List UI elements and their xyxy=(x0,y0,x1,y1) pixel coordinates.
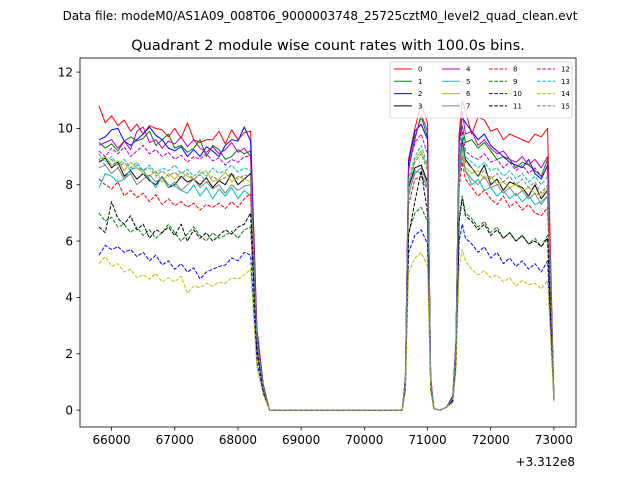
x-axis: 66000 67000 68000 69000 70000 71000 72000 73000 xyxy=(92,427,573,447)
legend-label-11: 11 xyxy=(513,102,522,110)
legend-label-10: 10 xyxy=(513,90,522,98)
legend-label-7: 7 xyxy=(466,102,470,110)
y-tick-label: 8 xyxy=(65,178,73,192)
figure-suptitle: Data file: modeM0/AS1A09_008T06_90000037… xyxy=(63,9,578,23)
legend-label-14: 14 xyxy=(561,90,570,98)
series-line-13 xyxy=(98,136,555,411)
y-tick-label: 4 xyxy=(65,291,73,305)
y-tick-label: 0 xyxy=(65,403,73,417)
x-tick-label: 66000 xyxy=(92,433,130,447)
legend-label-0: 0 xyxy=(418,66,422,74)
plot-area xyxy=(79,57,577,428)
legend-label-1: 1 xyxy=(418,78,422,86)
x-tick-label: 67000 xyxy=(156,433,194,447)
axes-frame xyxy=(79,57,577,428)
series-layer xyxy=(98,99,555,411)
y-tick-label: 6 xyxy=(65,234,73,248)
legend-box xyxy=(389,61,573,119)
y-tick-label: 2 xyxy=(65,347,73,361)
x-tick-label: 71000 xyxy=(408,433,446,447)
legend-label-6: 6 xyxy=(466,90,471,98)
legend-label-15: 15 xyxy=(561,102,570,110)
chart-title: Quadrant 2 module wise count rates with … xyxy=(131,38,525,54)
legend-label-5: 5 xyxy=(466,78,470,86)
y-axis: 0 2 4 6 8 10 12 xyxy=(58,65,80,417)
legend-label-3: 3 xyxy=(418,102,422,110)
x-tick-label: 69000 xyxy=(282,433,320,447)
legend-label-9: 9 xyxy=(513,78,517,86)
x-tick-label: 68000 xyxy=(219,433,257,447)
x-tick-label: 72000 xyxy=(472,433,510,447)
x-offset-label: +3.312e8 xyxy=(516,455,575,469)
y-tick-label: 12 xyxy=(58,65,73,79)
x-tick-label: 73000 xyxy=(535,433,573,447)
y-tick-label: 10 xyxy=(58,122,73,136)
legend-label-8: 8 xyxy=(513,66,517,74)
x-tick-label: 70000 xyxy=(345,433,383,447)
legend-label-4: 4 xyxy=(466,66,471,74)
series-line-15 xyxy=(98,144,555,411)
legend-label-13: 13 xyxy=(561,78,570,86)
legend-label-2: 2 xyxy=(418,90,422,98)
legend-label-12: 12 xyxy=(561,66,570,74)
